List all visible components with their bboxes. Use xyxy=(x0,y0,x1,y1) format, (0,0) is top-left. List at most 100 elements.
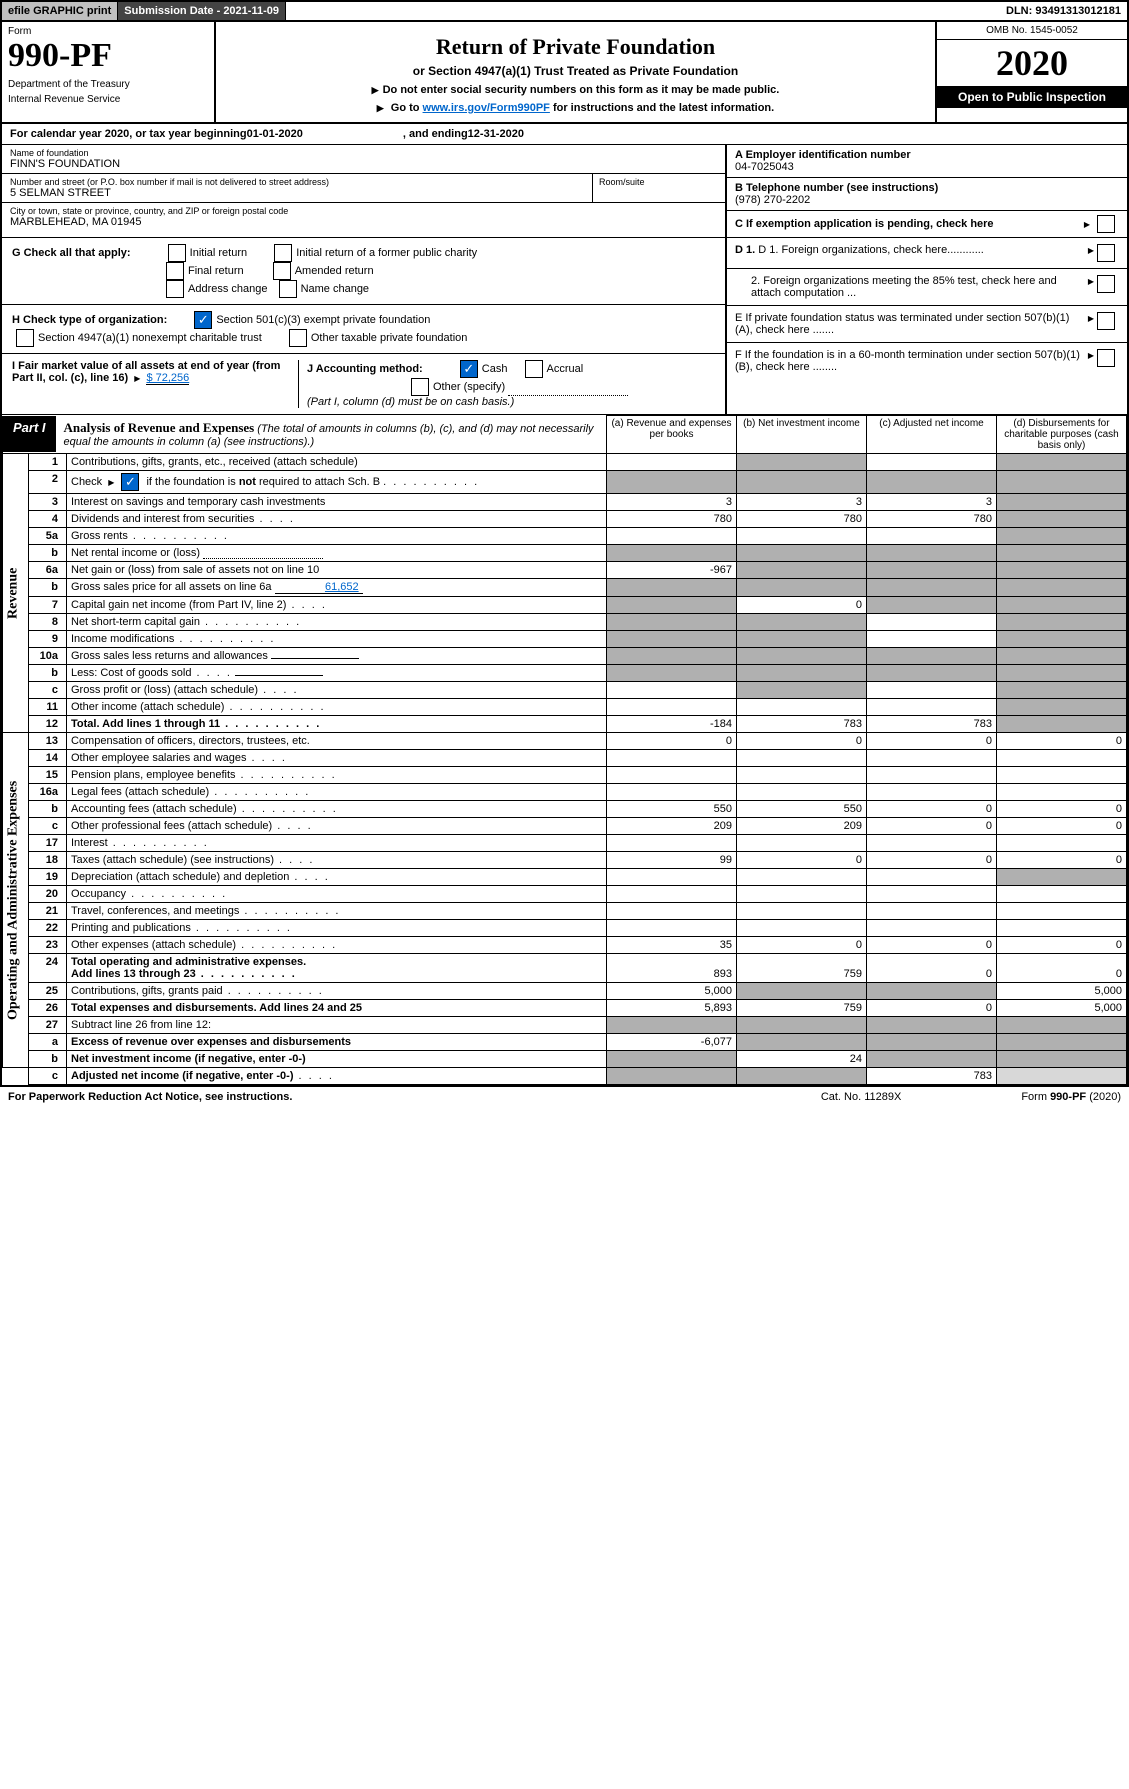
arrow-icon xyxy=(131,372,143,384)
line-no: 23 xyxy=(29,937,67,954)
header-right: OMB No. 1545-0052 2020 Open to Public In… xyxy=(935,22,1127,122)
line-desc: Dividends and interest from securities xyxy=(67,511,607,528)
check-right: D 1. D 1. Foreign organizations, check h… xyxy=(727,238,1127,414)
room-cell: Room/suite xyxy=(593,174,725,202)
h-opt-1: Section 501(c)(3) exempt private foundat… xyxy=(216,314,430,326)
line-no: b xyxy=(29,1051,67,1068)
table-row: 11Other income (attach schedule) xyxy=(3,699,1127,716)
j-other-checkbox[interactable] xyxy=(411,378,429,396)
val: 209 xyxy=(607,818,737,835)
line-desc: Gross profit or (loss) (attach schedule) xyxy=(67,682,607,699)
val: 893 xyxy=(607,954,737,983)
table-row: Operating and Administrative Expenses 13… xyxy=(3,733,1127,750)
table-row: bAccounting fees (attach schedule)550550… xyxy=(3,801,1127,818)
d1-row: D 1. D 1. Foreign organizations, check h… xyxy=(727,238,1127,269)
line-desc: Less: Cost of goods sold xyxy=(67,665,607,682)
val: 35 xyxy=(607,937,737,954)
h-other-checkbox[interactable] xyxy=(289,329,307,347)
ssn-warning: Do not enter social security numbers on … xyxy=(224,84,927,96)
j-accrual: Accrual xyxy=(547,363,584,375)
goto-pre: Go to xyxy=(391,102,423,114)
col-b-hdr: (b) Net investment income xyxy=(737,416,867,454)
line-no: 16a xyxy=(29,784,67,801)
j-other: Other (specify) xyxy=(433,381,505,393)
instructions-link[interactable]: www.irs.gov/Form990PF xyxy=(423,102,550,114)
f-text: F If the foundation is in a 60-month ter… xyxy=(735,349,1085,373)
line-no: 27 xyxy=(29,1017,67,1034)
l6b-val[interactable]: 61,652 xyxy=(275,581,363,594)
val: 5,000 xyxy=(997,1000,1127,1017)
g-initial-checkbox[interactable] xyxy=(168,244,186,262)
c-checkbox[interactable] xyxy=(1097,215,1115,233)
h-501c3-checkbox[interactable] xyxy=(194,311,212,329)
table-row: 16aLegal fees (attach schedule) xyxy=(3,784,1127,801)
j-cash: Cash xyxy=(482,363,508,375)
val: 759 xyxy=(737,954,867,983)
schb-checkbox[interactable] xyxy=(121,473,139,491)
table-row: 26Total expenses and disbursements. Add … xyxy=(3,1000,1127,1017)
line-desc: Travel, conferences, and meetings xyxy=(67,903,607,920)
d1-text: D 1. Foreign organizations, check here..… xyxy=(758,244,984,256)
cal-begin: 01-01-2020 xyxy=(247,128,303,140)
table-row: 17Interest xyxy=(3,835,1127,852)
line-desc: Net gain or (loss) from sale of assets n… xyxy=(67,562,607,579)
val: 5,000 xyxy=(607,983,737,1000)
g-amended-checkbox[interactable] xyxy=(273,262,291,280)
line-desc: Compensation of officers, directors, tru… xyxy=(67,733,607,750)
g-address-checkbox[interactable] xyxy=(166,280,184,298)
line-desc: Income modifications xyxy=(67,631,607,648)
arrow-icon xyxy=(1085,312,1097,324)
line-desc: Check if the foundation is not required … xyxy=(67,471,607,494)
line-desc: Total operating and administrative expen… xyxy=(67,954,607,983)
d2-checkbox[interactable] xyxy=(1097,275,1115,293)
g-name-checkbox[interactable] xyxy=(279,280,297,298)
val: 0 xyxy=(997,733,1127,750)
j-other-field[interactable] xyxy=(508,395,628,396)
exemption-pending-cell: C If exemption application is pending, c… xyxy=(727,211,1127,237)
form-subtitle: or Section 4947(a)(1) Trust Treated as P… xyxy=(224,64,927,78)
line-desc: Other expenses (attach schedule) xyxy=(67,937,607,954)
j-accrual-checkbox[interactable] xyxy=(525,360,543,378)
line-no: c xyxy=(29,1068,67,1085)
expenses-rotate: Operating and Administrative Expenses xyxy=(3,733,29,1068)
val: -6,077 xyxy=(607,1034,737,1051)
g-final-checkbox[interactable] xyxy=(166,262,184,280)
line-no: 6a xyxy=(29,562,67,579)
line-no: 4 xyxy=(29,511,67,528)
d1-checkbox[interactable] xyxy=(1097,244,1115,262)
table-row: 2Check if the foundation is not required… xyxy=(3,471,1127,494)
g-label: G Check all that apply: xyxy=(12,247,131,259)
i-value[interactable]: $ 72,256 xyxy=(146,372,189,385)
j-label: J Accounting method: xyxy=(307,363,423,375)
val: 0 xyxy=(867,818,997,835)
val: 209 xyxy=(737,818,867,835)
h-4947-checkbox[interactable] xyxy=(16,329,34,347)
table-row: 18Taxes (attach schedule) (see instructi… xyxy=(3,852,1127,869)
line-no: 21 xyxy=(29,903,67,920)
form-number: 990-PF xyxy=(8,37,208,75)
f-row: F If the foundation is in a 60-month ter… xyxy=(727,343,1127,379)
line-desc: Net rental income or (loss) xyxy=(67,545,607,562)
table-row: bNet rental income or (loss) xyxy=(3,545,1127,562)
line-no: 7 xyxy=(29,597,67,614)
j-cash-checkbox[interactable] xyxy=(460,360,478,378)
table-row: 10aGross sales less returns and allowanc… xyxy=(3,648,1127,665)
g-opt-4: Address change xyxy=(188,283,268,295)
val: 550 xyxy=(607,801,737,818)
line-desc: Capital gain net income (from Part IV, l… xyxy=(67,597,607,614)
phone-label: B Telephone number (see instructions) xyxy=(735,182,938,194)
line-desc: Printing and publications xyxy=(67,920,607,937)
check-left: G Check all that apply: Initial return I… xyxy=(2,238,727,414)
val: 0 xyxy=(737,937,867,954)
entity-right: A Employer identification number 04-7025… xyxy=(725,145,1127,237)
line-no: 22 xyxy=(29,920,67,937)
line-no: b xyxy=(29,801,67,818)
line-desc: Legal fees (attach schedule) xyxy=(67,784,607,801)
foundation-name-cell: Name of foundation FINN'S FOUNDATION xyxy=(2,145,725,174)
line-desc: Total expenses and disbursements. Add li… xyxy=(67,1000,607,1017)
g-initial-former-checkbox[interactable] xyxy=(274,244,292,262)
line-desc: Interest on savings and temporary cash i… xyxy=(67,494,607,511)
city-cell: City or town, state or province, country… xyxy=(2,203,725,231)
f-checkbox[interactable] xyxy=(1097,349,1115,367)
e-checkbox[interactable] xyxy=(1097,312,1115,330)
